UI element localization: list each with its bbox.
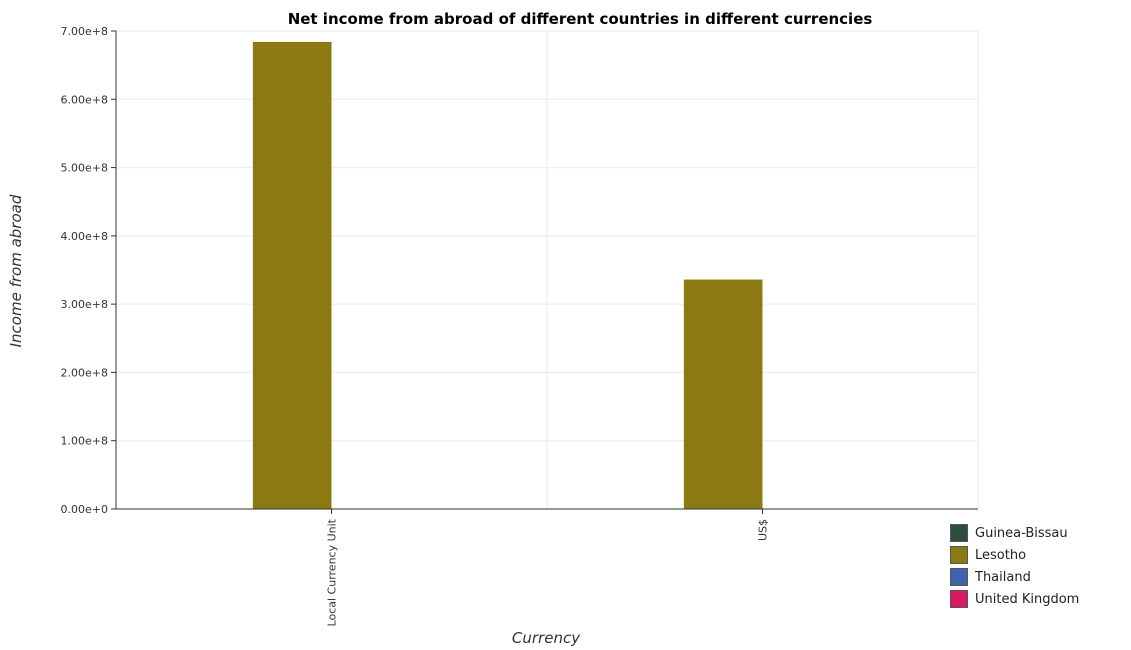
x-axis-ticks: Local Currency Unit US$ xyxy=(116,508,978,626)
legend-item: Thailand xyxy=(950,566,1079,588)
y-axis-label: Income from abroad xyxy=(7,194,25,347)
bar xyxy=(252,41,332,509)
y-tick-label: 2.00e+8 xyxy=(61,366,108,379)
y-axis-ticks: 0.00e+0 1.00e+8 2.00e+8 3.00e+8 4.00e+8 5.00e… xyxy=(61,25,117,516)
legend-swatch xyxy=(950,568,968,586)
legend-item: United Kingdom xyxy=(950,588,1079,610)
legend-label: United Kingdom xyxy=(975,591,1080,607)
y-tick-label: 3.00e+8 xyxy=(61,298,108,311)
legend-label: Guinea-Bissau xyxy=(975,525,1068,541)
legend-swatch xyxy=(950,546,968,564)
x-axis-label: Currency xyxy=(512,629,581,647)
y-tick-label: 1.00e+8 xyxy=(61,435,108,448)
legend-item: Guinea-Bissau xyxy=(950,522,1079,544)
legend-item: Lesotho xyxy=(950,544,1079,566)
gridlines xyxy=(115,30,979,510)
y-tick-label: 4.00e+8 xyxy=(61,230,108,243)
x-tick-label: US$ xyxy=(757,519,770,541)
y-tick-label: 7.00e+8 xyxy=(61,25,108,38)
y-tick-label: 5.00e+8 xyxy=(61,162,108,175)
legend: Guinea-Bissau Lesotho Thailand United Kingd… xyxy=(950,522,1079,610)
bar xyxy=(683,279,763,509)
y-tick-label: 6.00e+8 xyxy=(61,93,108,106)
legend-swatch xyxy=(950,590,968,608)
legend-label: Thailand xyxy=(975,569,1031,585)
chart-title: Net income from abroad of different coun… xyxy=(288,10,873,28)
x-tick-label: Local Currency Unit xyxy=(326,518,339,626)
bars xyxy=(252,41,763,509)
legend-label: Lesotho xyxy=(975,547,1027,563)
legend-swatch xyxy=(950,524,968,542)
y-tick-label: 0.00e+0 xyxy=(61,503,108,516)
